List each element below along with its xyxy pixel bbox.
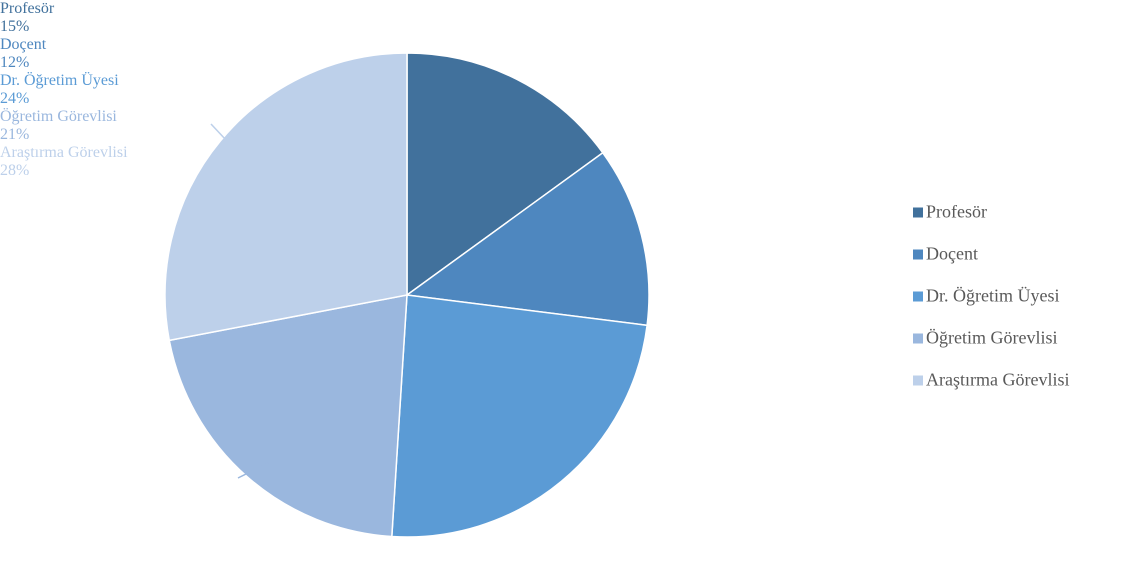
legend-item: Profesör bbox=[913, 202, 987, 223]
legend-item: Dr. Öğretim Üyesi bbox=[913, 286, 1059, 307]
legend-label: Araştırma Görevlisi bbox=[926, 369, 1070, 390]
data-label-box: Profesör 15% bbox=[0, 0, 1126, 36]
legend-swatch bbox=[913, 291, 923, 302]
legend-swatch bbox=[913, 333, 923, 344]
data-label-category: Doçent bbox=[0, 36, 47, 53]
legend-swatch bbox=[913, 207, 923, 218]
data-label-box: Doçent 12% bbox=[0, 36, 1126, 72]
data-label-category: Dr. Öğretim Üyesi bbox=[0, 72, 119, 89]
pie-slice bbox=[406, 52, 604, 297]
legend-item: Öğretim Görevlisi bbox=[913, 328, 1057, 349]
legend-label: Dr. Öğretim Üyesi bbox=[926, 285, 1060, 306]
data-label-box: Dr. Öğretim Üyesi 24% bbox=[0, 72, 1126, 108]
legend-label: Profesör bbox=[926, 201, 987, 222]
legend-label: Öğretim Görevlisi bbox=[926, 327, 1058, 348]
pie-slice bbox=[164, 52, 408, 342]
legend-swatch bbox=[913, 249, 923, 260]
leader-line bbox=[237, 461, 271, 479]
data-label-box: Araştırma Görevlisi 28% bbox=[0, 144, 138, 180]
data-label-category: Profesör bbox=[0, 0, 55, 17]
data-label-category: Araştırma Görevlisi bbox=[0, 144, 128, 161]
data-label-value: 28% bbox=[0, 162, 30, 179]
data-label-value: 12% bbox=[0, 54, 30, 71]
data-label-value: 24% bbox=[0, 90, 30, 107]
legend-swatch bbox=[913, 375, 923, 386]
leader-line bbox=[210, 123, 227, 141]
legend-label: Doçent bbox=[926, 243, 978, 264]
data-label-value: 15% bbox=[0, 18, 30, 35]
data-label-value: 21% bbox=[0, 126, 30, 143]
legend-item: Doçent bbox=[913, 244, 978, 265]
data-label-category: Öğretim Görevlisi bbox=[0, 108, 117, 125]
pie-slice bbox=[391, 294, 648, 538]
pie-slice bbox=[405, 151, 650, 327]
data-label-box: Öğretim Görevlisi 21% bbox=[0, 108, 1126, 144]
legend-item: Araştırma Görevlisi bbox=[913, 370, 1069, 391]
pie-slice bbox=[168, 294, 408, 538]
